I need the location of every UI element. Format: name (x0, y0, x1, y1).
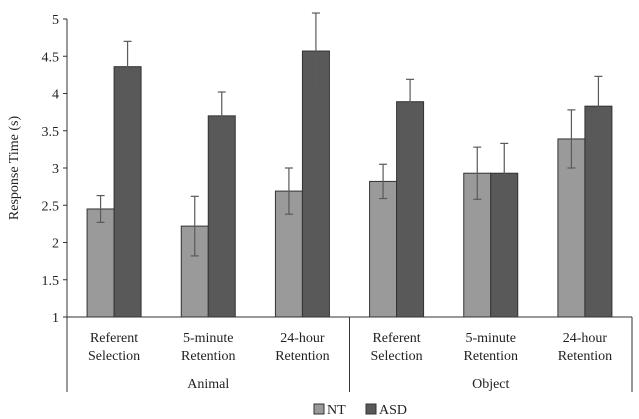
bar-asd (301, 50, 330, 318)
y-tick-label: 1.5 (42, 274, 60, 289)
error-bar (379, 163, 388, 200)
y-tick-label: 3.5 (42, 125, 60, 140)
bar-nt (557, 138, 586, 318)
error-bar (284, 167, 293, 215)
bar-asd (207, 115, 236, 318)
x-category-label: 24-hour (563, 331, 608, 346)
error-bar (473, 146, 482, 200)
y-tick-label: 4.5 (42, 50, 60, 65)
legend-label: ASD (379, 403, 407, 418)
x-category-label: 5-minute (465, 331, 516, 346)
bar-nt (86, 208, 115, 318)
y-tick-label: 5 (52, 13, 59, 28)
y-axis: 1 1.5 2 2.5 3 3.5 4 4.5 5 (42, 13, 68, 326)
y-tick-label: 1 (52, 311, 59, 326)
error-bar (406, 78, 415, 125)
y-axis-title: Response Time (s) (7, 116, 22, 221)
legend: NT ASD (313, 403, 407, 418)
y-tick-label: 2 (52, 237, 59, 252)
bar-nt (369, 180, 398, 318)
error-bar (311, 12, 320, 90)
x-category-label: 24-hour (280, 331, 325, 346)
group-label: Animal (187, 377, 229, 392)
x-category-label: Selection (88, 349, 140, 364)
legend-swatch-asd (365, 403, 377, 415)
x-category-label: Retention (181, 349, 235, 364)
x-category-label: Retention (275, 349, 329, 364)
error-bar (190, 195, 199, 257)
error-bar (500, 142, 509, 204)
x-category-label: Retention (558, 349, 612, 364)
x-axis: Referent Selection 5-minute Retention 24-hou… (66, 316, 633, 392)
bar-asd (396, 101, 425, 318)
x-category-label: Selection (371, 349, 423, 364)
x-category-label: Referent (90, 331, 138, 346)
error-bars (96, 12, 603, 257)
bar-asd (113, 66, 142, 318)
bar-asd (584, 105, 613, 318)
error-bar (123, 40, 132, 93)
x-category-label: Referent (372, 331, 420, 346)
y-tick-label: 2.5 (42, 199, 60, 214)
legend-label: NT (327, 403, 346, 418)
group-label: Object (472, 377, 509, 392)
y-tick-label: 3 (52, 162, 59, 177)
error-bar (594, 75, 603, 137)
y-tick-label: 4 (52, 88, 59, 103)
error-bar (567, 109, 576, 169)
x-category-label: Retention (464, 349, 518, 364)
error-bar (96, 194, 105, 223)
error-bar (217, 91, 226, 141)
bars (86, 50, 613, 318)
x-category-label: 5-minute (183, 331, 234, 346)
legend-swatch-nt (313, 403, 325, 415)
